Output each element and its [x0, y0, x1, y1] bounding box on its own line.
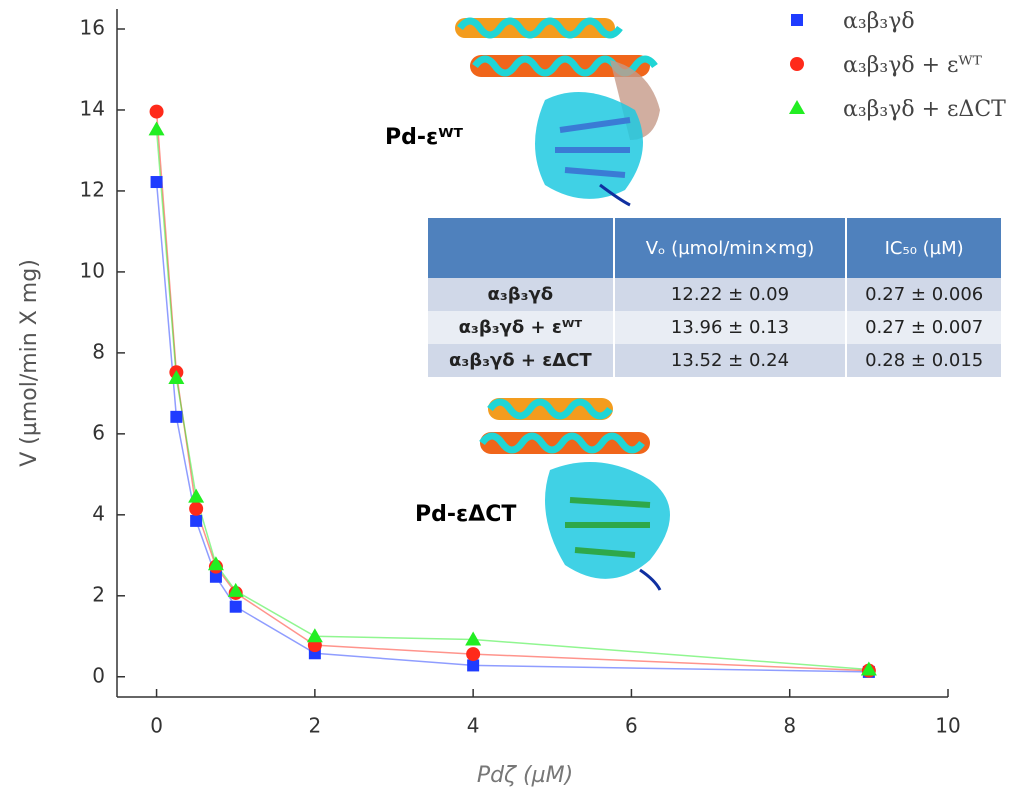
- marker: [307, 628, 323, 642]
- header-cell: Vₒ (µmol/min×mg): [614, 218, 847, 278]
- annotation: Pd-εᵂᵀ: [385, 125, 464, 150]
- y-tick-label: 2: [92, 582, 105, 606]
- marker: [791, 14, 803, 26]
- table-cell: α₃β₃γδ + εΔCT: [428, 344, 614, 377]
- legend-label: α₃β₃γδ: [843, 9, 915, 34]
- y-axis-label: V (µmol/min X mg): [17, 259, 42, 467]
- marker: [190, 515, 202, 527]
- marker: [789, 100, 805, 114]
- protein-structure-wt: [455, 18, 660, 205]
- y-tick-label: 14: [80, 96, 105, 120]
- table-cell: 0.27 ± 0.007: [846, 311, 1002, 344]
- marker: [149, 121, 165, 135]
- y-tick-label: 0: [92, 663, 105, 687]
- marker: [465, 632, 481, 646]
- page: Pd-εᵂᵀ Pd-εΔCT Pdζ (µM) V (µmol/min X mg…: [0, 0, 1015, 796]
- table-cell: 12.22 ± 0.09: [614, 278, 847, 311]
- x-tick-label: 4: [467, 714, 480, 738]
- header-cell: [428, 218, 614, 278]
- x-tick-label: 10: [935, 714, 960, 738]
- chart: Pd-εᵂᵀ Pd-εΔCT Pdζ (µM) V (µmol/min X mg…: [0, 0, 1015, 796]
- marker: [189, 502, 203, 516]
- marker: [150, 105, 164, 119]
- fit-line: [157, 112, 869, 671]
- marker: [466, 647, 480, 661]
- table-cell: 0.27 ± 0.006: [846, 278, 1002, 311]
- y-tick-label: 6: [92, 420, 105, 444]
- y-tick-label: 4: [92, 501, 105, 525]
- x-tick-label: 0: [150, 714, 163, 738]
- y-tick-label: 10: [80, 258, 105, 282]
- y-tick-label: 8: [92, 339, 105, 363]
- x-tick-label: 2: [308, 714, 321, 738]
- table-cell: α₃β₃γδ: [428, 278, 614, 311]
- x-axis-label: Pdζ (µM): [477, 763, 573, 788]
- table-cell: 13.52 ± 0.24: [614, 344, 847, 377]
- y-tick-label: 12: [80, 177, 105, 201]
- table-cell: 13.96 ± 0.13: [614, 311, 847, 344]
- table-cell: 0.28 ± 0.015: [846, 344, 1002, 377]
- protein-structure-dct: [480, 398, 670, 590]
- annotation: Pd-εΔCT: [415, 502, 516, 527]
- marker: [230, 601, 242, 613]
- header-cell: IC₅₀ (µM): [846, 218, 1002, 278]
- legend-label: α₃β₃γδ + εᵂᵀ: [843, 53, 983, 78]
- marker: [151, 176, 163, 188]
- table-cell: α₃β₃γδ + εᵂᵀ: [428, 311, 614, 344]
- x-tick-label: 6: [625, 714, 638, 738]
- x-tick-label: 8: [783, 714, 796, 738]
- table-header: Vₒ (µmol/min×mg) IC₅₀ (µM): [428, 218, 1002, 278]
- marker: [467, 659, 479, 671]
- y-tick-label: 16: [80, 16, 105, 40]
- legend-label: α₃β₃γδ + εΔCT: [843, 97, 1006, 122]
- marker: [170, 411, 182, 423]
- marker: [790, 57, 804, 71]
